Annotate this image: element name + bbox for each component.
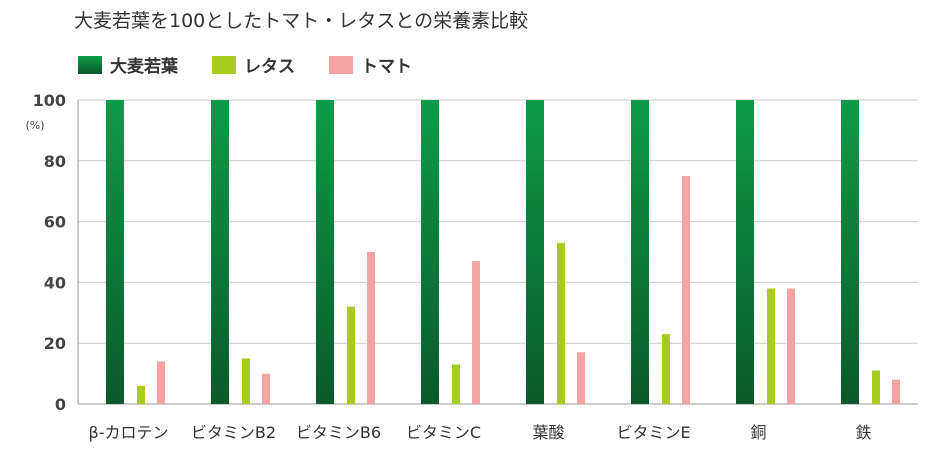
x-category-label: ビタミンB2 (191, 423, 276, 442)
bar-tomato (262, 373, 270, 404)
bars (106, 100, 900, 404)
legend-swatch-barley (78, 55, 102, 74)
legend-label-tomato: トマト (361, 57, 412, 77)
bar-barley (841, 100, 859, 404)
bar-lettuce (452, 364, 460, 404)
y-tick-label: 20 (44, 334, 66, 353)
legend-label-lettuce: レタス (244, 57, 295, 77)
legend-item-tomato: トマト (329, 52, 412, 77)
bar-barley (421, 100, 439, 404)
bar-tomato (682, 176, 690, 404)
x-category-label: β-カロテン (89, 423, 169, 442)
x-category-label: 鉄 (855, 423, 871, 442)
y-tick-label: 40 (44, 273, 66, 292)
legend-item-barley: 大麦若葉 (78, 52, 178, 77)
y-tick-label: 0 (55, 395, 66, 414)
legend-swatch-lettuce (212, 55, 236, 74)
y-tick-label: 60 (44, 213, 66, 232)
y-tick-label: 80 (44, 152, 66, 171)
y-axis: 0 20 40 60 80 100 (33, 91, 79, 414)
bar-barley (631, 100, 649, 404)
x-axis: β-カロテン ビタミンB2 ビタミンB6 ビタミンC 葉酸 ビタミンE 銅 鉄 (89, 423, 872, 442)
bar-lettuce (662, 334, 670, 404)
bar-lettuce (872, 370, 880, 404)
bar-tomato (577, 352, 585, 404)
bar-barley (526, 100, 544, 404)
bar-tomato (367, 252, 375, 404)
bar-barley (316, 100, 334, 404)
y-axis-unit: (%) (25, 119, 44, 132)
bar-barley (211, 100, 229, 404)
bar-tomato (787, 288, 795, 404)
bar-lettuce (557, 242, 565, 404)
x-category-label: 銅 (750, 423, 766, 442)
legend: 大麦若葉 レタス トマト (78, 52, 446, 77)
bar-lettuce (242, 358, 250, 404)
legend-item-lettuce: レタス (212, 52, 295, 77)
x-category-label: ビタミンE (616, 423, 690, 442)
bar-lettuce (347, 306, 355, 404)
legend-swatch-tomato (329, 55, 353, 74)
x-category-label: ビタミンC (406, 423, 481, 442)
chart-title: 大麦若葉を100としたトマト・レタスとの栄養素比較 (74, 10, 529, 32)
bar-tomato (472, 261, 480, 404)
bar-tomato (892, 379, 900, 404)
x-category-label: 葉酸 (532, 423, 564, 442)
legend-label-barley: 大麦若葉 (110, 57, 178, 77)
bar-barley (736, 100, 754, 404)
bar-lettuce (137, 385, 145, 404)
bar-lettuce (767, 288, 775, 404)
bar-tomato (157, 361, 165, 404)
x-category-label: ビタミンB6 (296, 423, 381, 442)
bar-barley (106, 100, 124, 404)
y-tick-label: 100 (33, 91, 66, 110)
